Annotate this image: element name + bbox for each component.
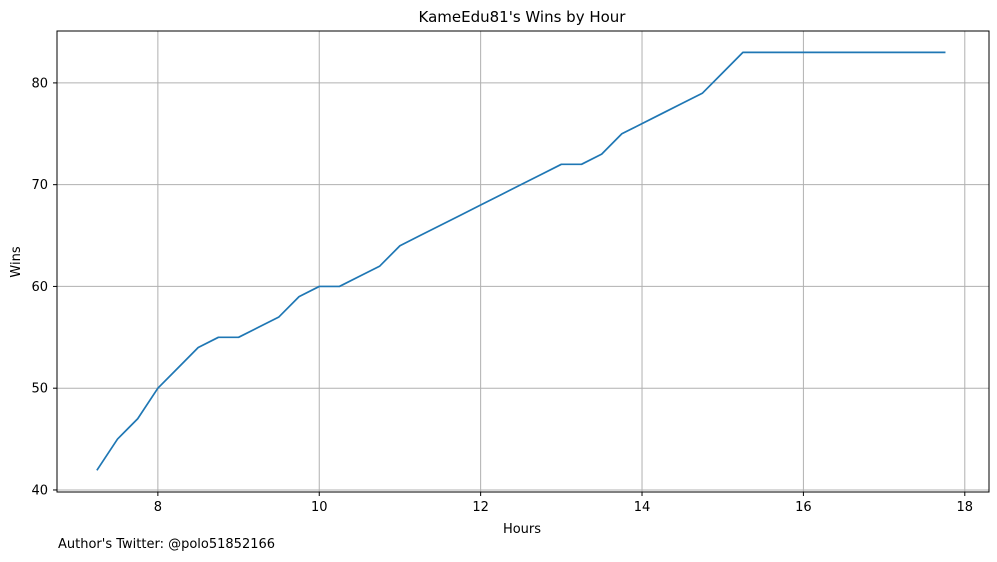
author-credit: Author's Twitter: @polo51852166 bbox=[58, 537, 276, 552]
grid-lines bbox=[57, 31, 989, 492]
x-tick-label: 8 bbox=[154, 500, 162, 515]
plot-frame bbox=[56, 30, 990, 493]
series-layer bbox=[96, 51, 946, 471]
x-tick-label: 10 bbox=[311, 500, 328, 515]
x-tick-label: 14 bbox=[634, 500, 651, 515]
x-tick-label: 18 bbox=[957, 500, 974, 515]
y-axis-label: Wins bbox=[9, 246, 24, 277]
wins-series-line bbox=[96, 51, 946, 471]
x-tick-label: 12 bbox=[472, 500, 489, 515]
y-tick-label: 50 bbox=[31, 382, 48, 397]
y-tick-label: 40 bbox=[31, 483, 48, 498]
axis-ticks: 8 10 12 14 16 18 40 50 60 70 80 bbox=[31, 76, 973, 515]
y-tick-label: 60 bbox=[31, 280, 48, 295]
y-tick-label: 70 bbox=[31, 178, 48, 193]
chart-title: KameEdu81's Wins by Hour bbox=[419, 8, 627, 26]
x-axis-label: Hours bbox=[503, 522, 541, 537]
x-tick-label: 16 bbox=[795, 500, 812, 515]
y-tick-label: 80 bbox=[31, 76, 48, 91]
